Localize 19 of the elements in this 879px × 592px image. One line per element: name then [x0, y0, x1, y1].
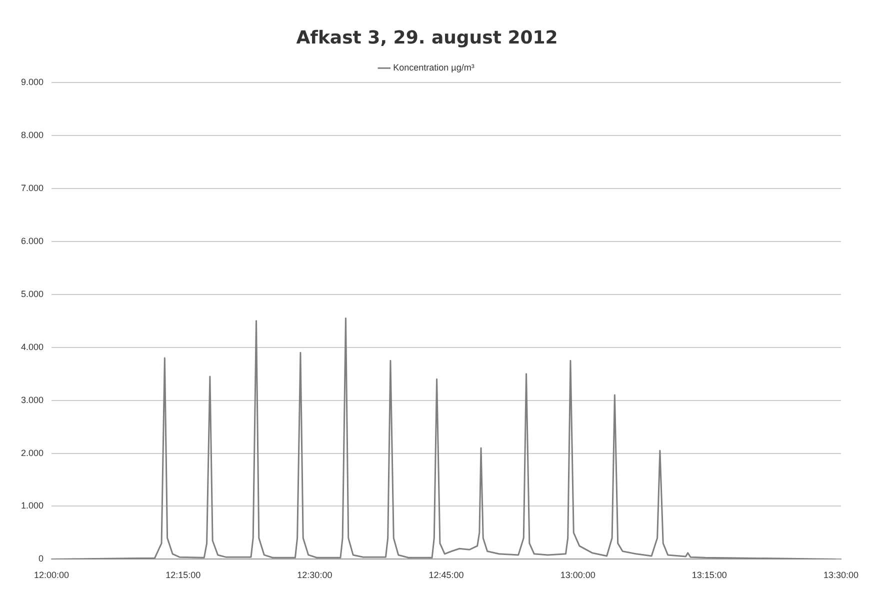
y-tick-label: 3.000 [20, 394, 44, 405]
x-tick-label: 12:00:00 [34, 570, 70, 580]
x-tick-label: 13:15:00 [692, 570, 727, 580]
x-tick-label: 13:00:00 [560, 570, 596, 580]
x-tick-label: 12:45:00 [428, 570, 464, 580]
y-tick-label: 0 [38, 554, 44, 564]
y-tick-label: 9.000 [20, 77, 44, 88]
y-tick-label: 4.000 [20, 342, 44, 352]
legend-label: Koncentration µg/m³ [393, 62, 474, 73]
y-tick-label: 7.000 [20, 182, 44, 193]
chart-title: Afkast 3, 29. august 2012 [296, 27, 558, 48]
y-tick-label: 6.000 [20, 236, 44, 246]
x-tick-label: 13:30:00 [823, 570, 859, 580]
y-tick-label: 2.000 [20, 448, 44, 458]
y-tick-label: 8.000 [20, 130, 44, 140]
y-tick-label: 5.000 [20, 288, 44, 299]
y-tick-label: 1.000 [20, 500, 44, 511]
x-tick-label: 12:30:00 [297, 570, 332, 580]
x-tick-label: 12:15:00 [166, 570, 201, 580]
